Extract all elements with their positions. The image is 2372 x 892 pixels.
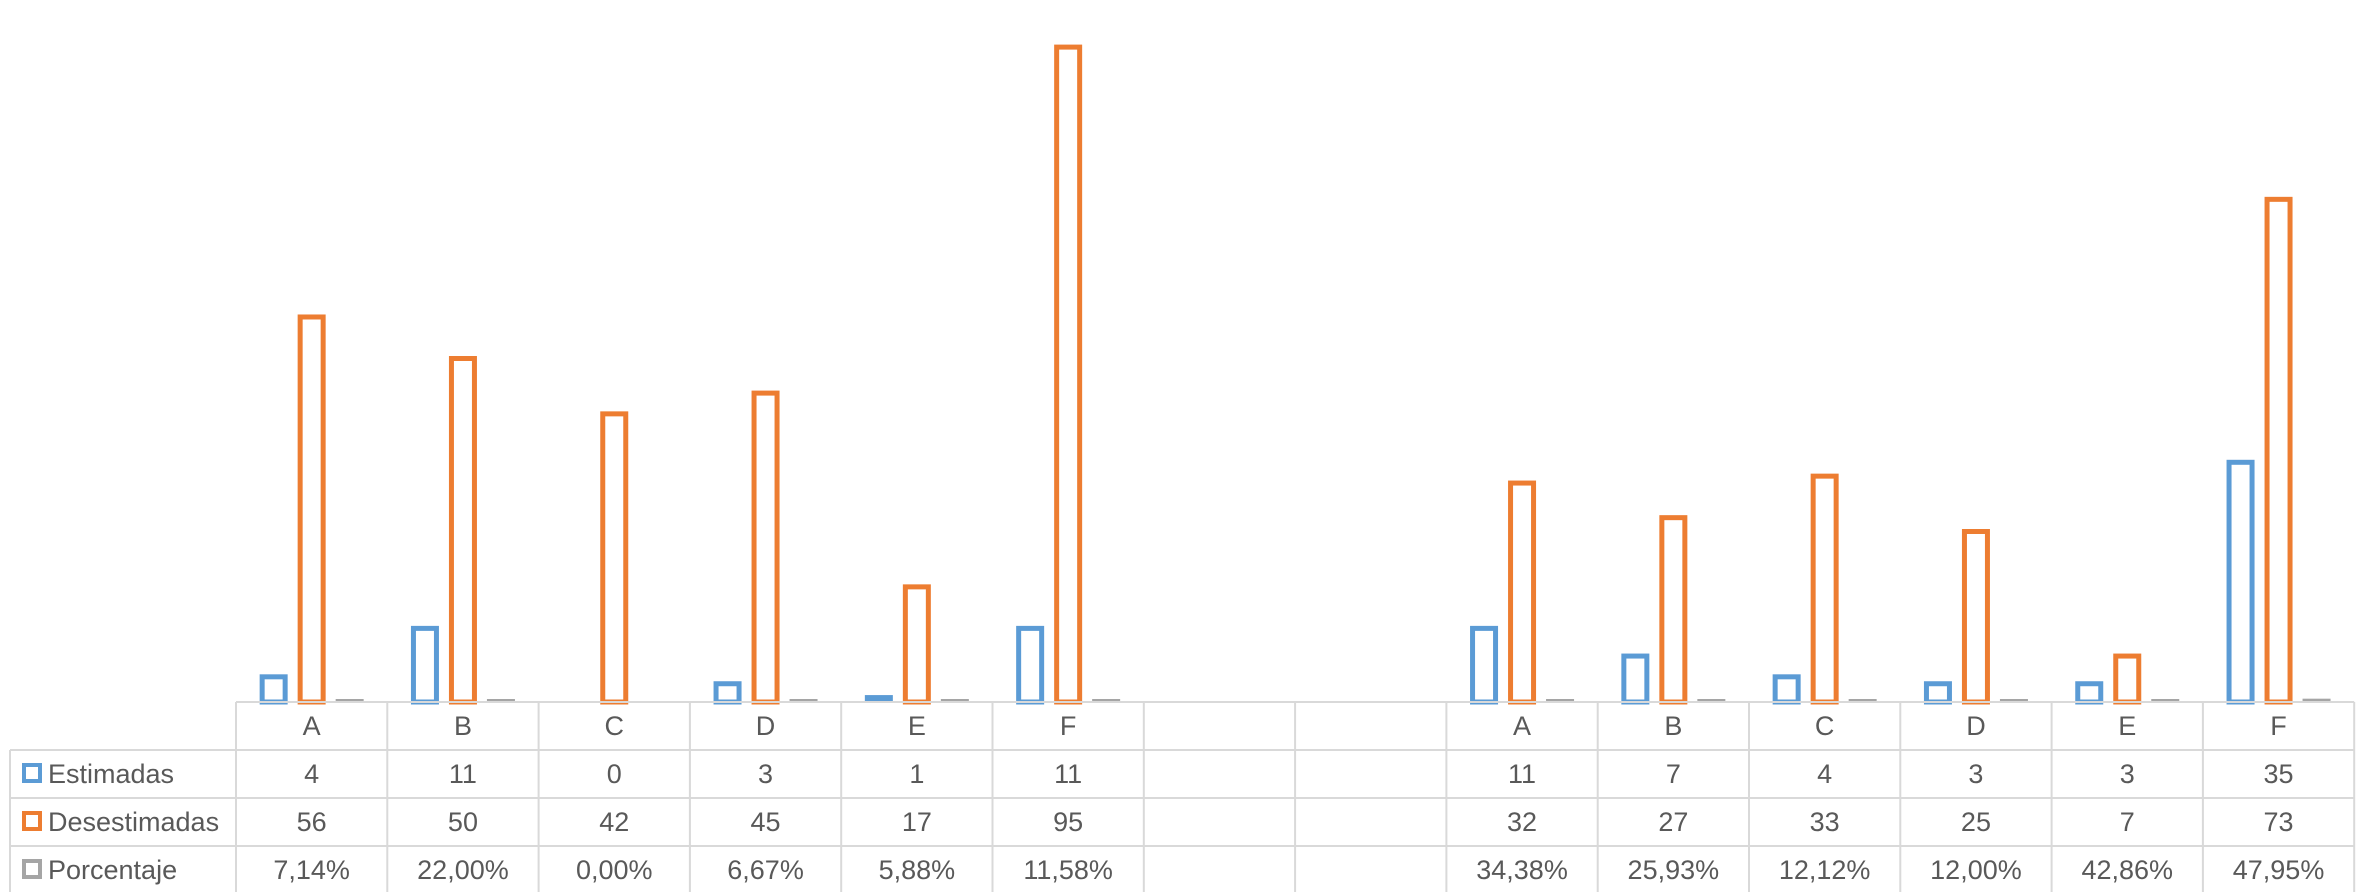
data-label-porcentaje: 12,12% xyxy=(1779,855,1871,885)
bar-porcentaje-g1-f xyxy=(1092,699,1121,702)
bar-estimadas-g2-f xyxy=(2226,459,2255,705)
category-tick-label: B xyxy=(454,711,472,741)
data-label-estimadas: 4 xyxy=(304,759,319,789)
data-label-desestimadas: 32 xyxy=(1507,807,1537,837)
bar-desestimadas-g2-a xyxy=(1508,480,1537,705)
bar-estimadas-g1-b xyxy=(410,625,439,705)
category-tick-label: D xyxy=(1966,711,1986,741)
bar-desestimadas-g2-b xyxy=(1659,515,1688,705)
category-tick-label: E xyxy=(908,711,926,741)
bar-porcentaje-g1-d xyxy=(789,699,818,702)
bar-porcentaje-g1-a xyxy=(335,699,364,702)
data-label-porcentaje: 0,00% xyxy=(576,855,653,885)
data-label-desestimadas: 27 xyxy=(1658,807,1688,837)
data-label-desestimadas: 50 xyxy=(448,807,478,837)
data-label-desestimadas: 25 xyxy=(1961,807,1991,837)
data-label-estimadas: 1 xyxy=(909,759,924,789)
data-label-porcentaje: 34,38% xyxy=(1476,855,1568,885)
data-label-desestimadas: 17 xyxy=(902,807,932,837)
data-label-porcentaje: 22,00% xyxy=(417,855,509,885)
data-label-porcentaje: 42,86% xyxy=(2081,855,2173,885)
bar-desestimadas-g1-d xyxy=(751,390,780,705)
bars-layer xyxy=(259,44,2331,705)
bar-porcentaje-g2-e xyxy=(2151,699,2180,702)
bar-porcentaje-g2-b xyxy=(1697,699,1726,702)
bar-desestimadas-g1-e xyxy=(902,584,931,705)
bar-desestimadas-g2-e xyxy=(2113,653,2142,705)
data-label-desestimadas: 45 xyxy=(751,807,781,837)
bar-estimadas-g2-c xyxy=(1772,674,1801,705)
data-label-desestimadas: 56 xyxy=(297,807,327,837)
bar-estimadas-g2-e xyxy=(2075,681,2104,705)
bar-estimadas-g1-a xyxy=(259,674,288,705)
bar-porcentaje-g2-d xyxy=(1999,699,2028,702)
bar-desestimadas-g2-c xyxy=(1810,473,1839,705)
bar-porcentaje-g2-c xyxy=(1848,699,1877,702)
data-label-desestimadas: 95 xyxy=(1053,807,1083,837)
bar-estimadas-g2-b xyxy=(1621,653,1650,705)
bar-desestimadas-g2-d xyxy=(1961,529,1990,705)
category-tick-label: F xyxy=(2270,711,2287,741)
legend-label-estimadas: Estimadas xyxy=(48,759,174,789)
bar-desestimadas-g1-f xyxy=(1054,44,1083,705)
data-label-desestimadas: 42 xyxy=(599,807,629,837)
category-tick-label: E xyxy=(2118,711,2136,741)
data-label-porcentaje: 5,88% xyxy=(879,855,956,885)
legend-label-desestimadas: Desestimadas xyxy=(48,807,219,837)
category-tick-label: C xyxy=(1815,711,1835,741)
bar-porcentaje-g2-f xyxy=(2302,698,2331,702)
bar-estimadas-g2-a xyxy=(1470,625,1499,705)
bar-desestimadas-g2-f xyxy=(2264,196,2293,705)
bar-estimadas-g1-f xyxy=(1016,625,1045,705)
data-label-desestimadas: 33 xyxy=(1810,807,1840,837)
category-tick-label: B xyxy=(1664,711,1682,741)
data-label-estimadas: 11 xyxy=(449,759,477,789)
data-label-estimadas: 11 xyxy=(1054,759,1082,789)
data-label-estimadas: 3 xyxy=(758,759,773,789)
data-label-estimadas: 3 xyxy=(1968,759,1983,789)
legend-key-porcentaje xyxy=(22,859,42,879)
bar-desestimadas-g1-a xyxy=(297,314,326,705)
bar-estimadas-g2-d xyxy=(1923,681,1952,705)
legend-key-desestimadas xyxy=(22,811,42,831)
data-label-porcentaje: 6,67% xyxy=(727,855,804,885)
bar-estimadas-g1-e xyxy=(864,695,893,702)
bar-porcentaje-g2-a xyxy=(1546,699,1575,702)
bar-estimadas-g1-d xyxy=(713,681,742,705)
data-label-estimadas: 0 xyxy=(607,759,622,789)
data-label-desestimadas: 73 xyxy=(2264,807,2294,837)
data-label-desestimadas: 7 xyxy=(2120,807,2135,837)
category-tick-label: A xyxy=(303,711,321,741)
bar-porcentaje-g1-e xyxy=(940,699,969,702)
category-tick-label: C xyxy=(605,711,625,741)
data-label-estimadas: 4 xyxy=(1817,759,1832,789)
data-label-estimadas: 3 xyxy=(2120,759,2135,789)
bar-porcentaje-g1-b xyxy=(486,699,515,702)
data-label-porcentaje: 11,58% xyxy=(1023,855,1113,885)
data-label-porcentaje: 12,00% xyxy=(1930,855,2022,885)
data-label-porcentaje: 47,95% xyxy=(2233,855,2325,885)
data-label-porcentaje: 25,93% xyxy=(1628,855,1720,885)
data-label-estimadas: 11 xyxy=(1508,759,1536,789)
data-label-porcentaje: 7,14% xyxy=(273,855,350,885)
legend-key-estimadas xyxy=(22,763,42,783)
bar-desestimadas-g1-b xyxy=(448,356,477,705)
data-label-estimadas: 35 xyxy=(2264,759,2294,789)
category-tick-label: D xyxy=(756,711,776,741)
bar-desestimadas-g1-c xyxy=(600,411,629,705)
category-tick-label: F xyxy=(1060,711,1077,741)
category-tick-label: A xyxy=(1513,711,1531,741)
data-label-estimadas: 7 xyxy=(1666,759,1681,789)
legend-label-porcentaje: Porcentaje xyxy=(48,855,177,885)
